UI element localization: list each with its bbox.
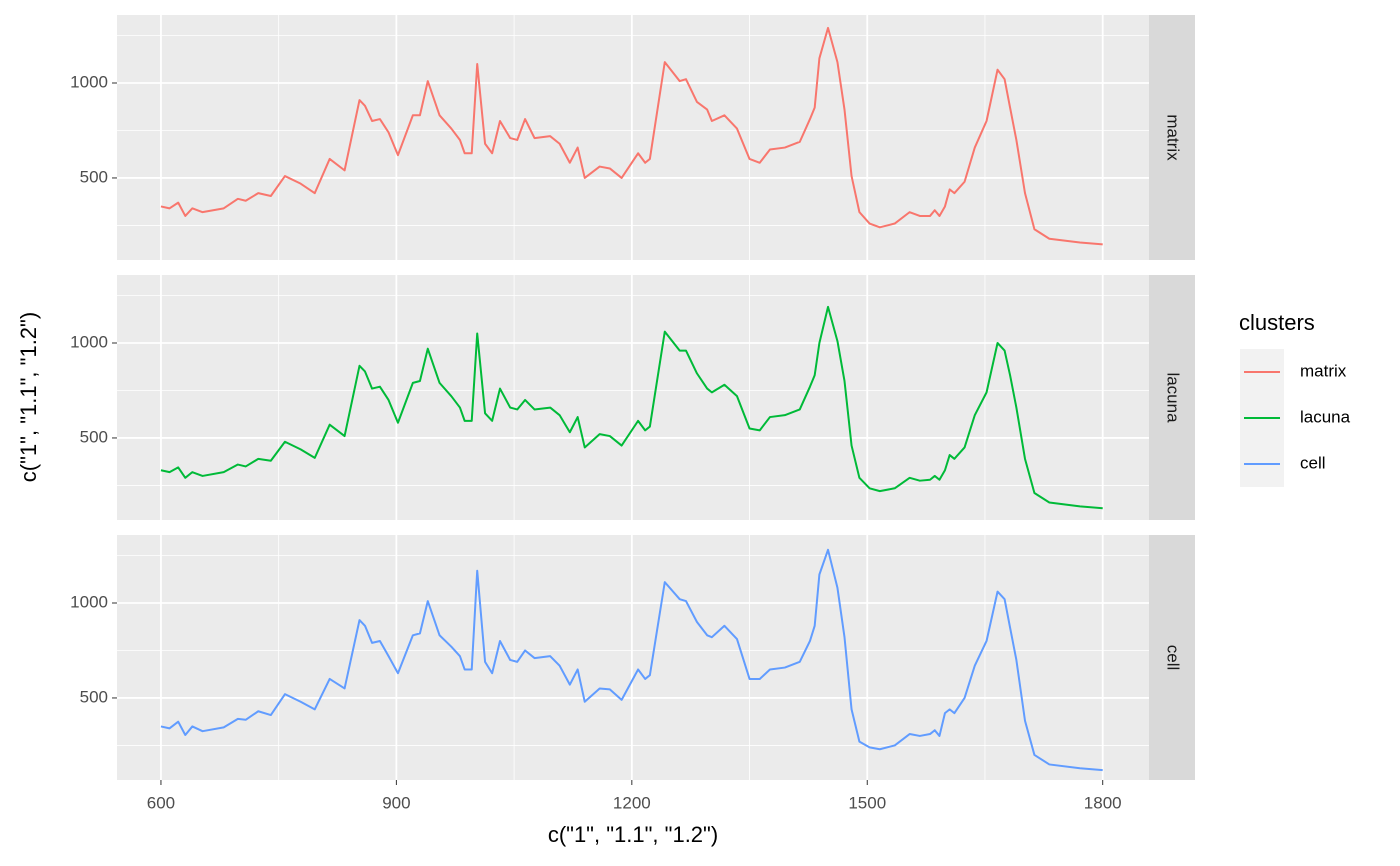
x-tick-label: 1800 xyxy=(1084,793,1122,812)
x-tick-label: 900 xyxy=(382,793,410,812)
y-tick-label: 500 xyxy=(80,167,108,186)
y-tick-label: 1000 xyxy=(70,72,108,91)
facet-strip xyxy=(1149,275,1195,520)
facet-strip-label: matrix xyxy=(1164,114,1183,161)
panel-background xyxy=(117,15,1149,260)
panel-background xyxy=(117,535,1149,780)
legend-label: matrix xyxy=(1300,361,1347,380)
x-tick-label: 1500 xyxy=(848,793,886,812)
series-line xyxy=(160,305,1103,510)
panel-background xyxy=(117,275,1149,520)
x-axis-title: c("1", "1.1", "1.2") xyxy=(548,822,718,847)
y-axis-title: c("1", "1.1", "1.2") xyxy=(16,312,41,482)
series-line xyxy=(160,548,1103,772)
y-tick-label: 500 xyxy=(80,687,108,706)
x-tick-label: 1200 xyxy=(613,793,651,812)
y-tick-label: 1000 xyxy=(70,592,108,611)
series-line xyxy=(160,26,1103,246)
facet-strip-label: cell xyxy=(1164,645,1183,671)
y-tick-label: 1000 xyxy=(70,332,108,351)
x-tick-label: 600 xyxy=(147,793,175,812)
facet-strip xyxy=(1149,15,1195,260)
y-tick-label: 500 xyxy=(80,427,108,446)
legend-label: cell xyxy=(1300,453,1326,472)
legend-label: lacuna xyxy=(1300,407,1351,426)
facet-strip xyxy=(1149,535,1195,780)
facet-strip-label: lacuna xyxy=(1164,372,1183,423)
legend-title: clusters xyxy=(1239,310,1315,335)
